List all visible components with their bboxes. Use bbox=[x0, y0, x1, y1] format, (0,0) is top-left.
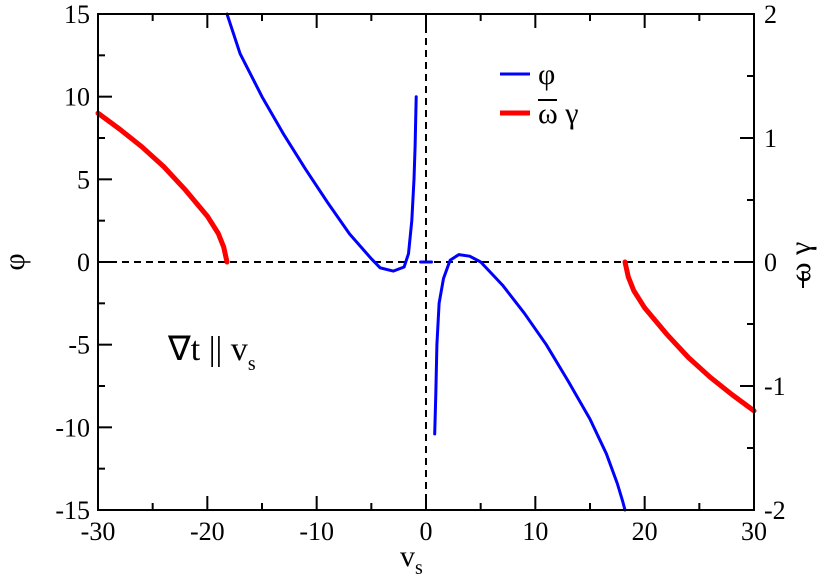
y-left-tick-label: 5 bbox=[77, 165, 90, 194]
legend: φ ω γ bbox=[500, 58, 579, 130]
y-left-tick-label: -15 bbox=[55, 496, 90, 525]
y-right-tick-label: -2 bbox=[764, 496, 786, 525]
y-left-tick-label: -5 bbox=[68, 331, 90, 360]
series-1-segment-1 bbox=[622, 259, 757, 414]
y-axis-label-right: ω γ bbox=[784, 242, 817, 283]
y-left-tick-label: 0 bbox=[77, 248, 90, 277]
x-axis-label: vs bbox=[400, 540, 423, 579]
legend-label-omega-gamma: ω γ bbox=[538, 97, 579, 130]
y-right-tick-label: -1 bbox=[764, 372, 786, 401]
series-0-segment-0 bbox=[225, 12, 418, 273]
x-tick-label: -30 bbox=[81, 517, 116, 546]
y-right-tick-label: 2 bbox=[764, 0, 777, 29]
x-tick-label: -10 bbox=[299, 517, 334, 546]
y-left-tick-label: 15 bbox=[64, 0, 90, 29]
y-left-tick-label: 10 bbox=[64, 83, 90, 112]
series-1-segment-0 bbox=[95, 110, 230, 265]
x-tick-label: 30 bbox=[741, 517, 767, 546]
series-0-segment-2 bbox=[433, 253, 627, 512]
y-axis-label-left: φ bbox=[0, 253, 31, 270]
legend-label-phi: φ bbox=[538, 58, 555, 91]
annotation-gradient-parallel: ∇t || vs bbox=[167, 331, 256, 375]
plot-frame bbox=[97, 13, 755, 511]
y-right-tick-label: 0 bbox=[764, 248, 777, 277]
x-tick-label: 10 bbox=[522, 517, 548, 546]
x-tick-label: 0 bbox=[420, 517, 433, 546]
y-left-tick-label: -10 bbox=[55, 413, 90, 442]
y-right-tick-label: 1 bbox=[764, 124, 777, 153]
x-tick-label: 20 bbox=[632, 517, 658, 546]
x-tick-label: -20 bbox=[190, 517, 225, 546]
series-layer bbox=[95, 12, 757, 512]
